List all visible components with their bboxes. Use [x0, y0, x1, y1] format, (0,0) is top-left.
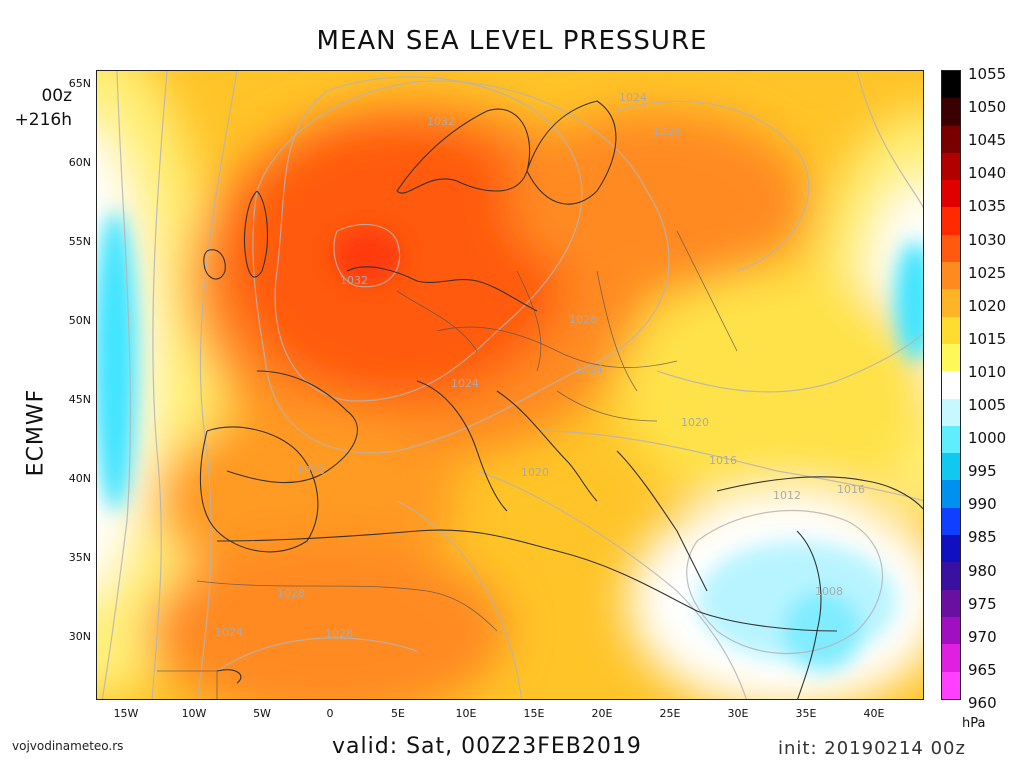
colorbar-swatch — [942, 98, 960, 126]
colorbar-swatch — [942, 535, 960, 563]
colorbar-swatch — [942, 425, 960, 454]
lon-label-35e: 35E — [795, 707, 817, 720]
colorbar-label: 1000 — [968, 429, 1007, 448]
isobar-label: 1024 — [619, 91, 647, 104]
colorbar-label: 1030 — [968, 230, 1007, 249]
isobar-label: 1024 — [451, 377, 479, 390]
isobar-label: 1028 — [569, 313, 597, 326]
colorbar-label: 1010 — [968, 362, 1007, 381]
isobar-label: 1016 — [837, 483, 865, 496]
colorbar-label: 1045 — [968, 131, 1007, 150]
colorbar-label: 1050 — [968, 98, 1007, 117]
colorbar-label: 1040 — [968, 164, 1007, 183]
isobar-lines — [101, 71, 923, 699]
lat-label-45n: 45N — [68, 393, 91, 406]
isobar-label: 1024 — [575, 363, 603, 376]
lon-label-15e: 15E — [523, 707, 545, 720]
colorbar-label: 1015 — [968, 329, 1007, 348]
colorbar-label: 965 — [968, 660, 997, 679]
model-label: ECMWF — [23, 388, 49, 477]
colorbar-label: 1055 — [968, 65, 1007, 83]
lon-label-25e: 25E — [659, 707, 681, 720]
coastlines — [199, 100, 923, 699]
colorbar-swatch — [942, 480, 960, 508]
valid-time: valid: Sat, 00Z23FEB2019 — [332, 734, 642, 759]
colorbar-label: 975 — [968, 594, 997, 613]
isobar-label: 1008 — [815, 585, 843, 598]
isobar-label: 1028 — [325, 627, 353, 640]
lon-label-20e: 20E — [591, 707, 613, 720]
lat-label-50n: 50N — [68, 314, 91, 327]
colorbar-label: 1005 — [968, 396, 1007, 414]
colorbar-swatch — [942, 343, 960, 372]
isobar-label: 1032 — [427, 115, 455, 128]
colorbar-swatch — [942, 644, 960, 672]
pressure-field — [97, 71, 923, 699]
lat-label-40n: 40N — [68, 472, 91, 485]
colorbar-swatch — [942, 671, 960, 699]
isobar-label: 1028 — [297, 464, 325, 477]
colorbar-label: 1020 — [968, 296, 1007, 315]
colorbar-label: 960 — [968, 693, 997, 712]
colorbar-label: 980 — [968, 561, 997, 580]
lon-label-10w: 10W — [181, 707, 207, 720]
colorbar-swatch — [942, 152, 960, 181]
lon-label-5w: 5W — [253, 707, 271, 720]
lon-label-40e: 40E — [863, 707, 885, 720]
run-hour: 00z — [41, 86, 72, 106]
isobar-label: 1028 — [653, 125, 681, 138]
colorbar-swatch — [942, 125, 960, 153]
lon-label-0: 0 — [326, 707, 334, 720]
colorbar-swatch — [942, 207, 960, 235]
isobar-label: 1016 — [709, 454, 737, 467]
isobar-label: 1028 — [277, 587, 305, 600]
colorbar-swatch — [942, 180, 960, 208]
lon-label-5e: 5E — [391, 707, 405, 720]
colorbar-label: 995 — [968, 462, 997, 481]
run-info: 00z +216h — [8, 84, 72, 132]
colorbar-swatch — [942, 262, 960, 290]
init-time: init: 20190214 00z — [778, 738, 966, 759]
colorbar-swatch — [942, 616, 960, 645]
lat-label-65n: 65N — [68, 77, 91, 90]
colorbar-swatch — [942, 71, 960, 99]
colorbar — [941, 70, 961, 700]
lon-label-10e: 10E — [455, 707, 477, 720]
colorbar-label: 1035 — [968, 197, 1007, 216]
colorbar-swatch — [942, 562, 960, 590]
colorbar-swatch — [942, 589, 960, 617]
run-lead: +216h — [14, 110, 72, 130]
colorbar-swatch — [942, 398, 960, 426]
colorbar-label: 990 — [968, 495, 997, 514]
lat-label-55n: 55N — [68, 235, 91, 248]
colorbar-swatch — [942, 453, 960, 481]
isobar-label: 1020 — [521, 466, 549, 479]
colorbar-swatch — [942, 234, 960, 263]
lat-label-35n: 35N — [68, 551, 91, 564]
lon-label-15w: 15W — [113, 707, 139, 720]
isobar-label: 1024 — [215, 626, 243, 639]
colorbar-swatch — [942, 316, 960, 344]
pressure-map: 1032 1032 1024 1028 1028 1024 1024 1028 … — [96, 70, 924, 700]
colorbar-label: 985 — [968, 528, 997, 547]
isobar-label: 1012 — [773, 489, 801, 502]
borders — [157, 230, 738, 699]
isobar-label: 1020 — [681, 416, 709, 429]
colorbar-swatch — [942, 289, 960, 317]
website-credit: vojvodinameteo.rs — [12, 739, 124, 753]
lon-label-30e: 30E — [727, 707, 749, 720]
unit-label: hPa — [962, 716, 986, 731]
lat-label-30n: 30N — [68, 630, 91, 643]
colorbar-swatch — [942, 507, 960, 536]
map-title: MEAN SEA LEVEL PRESSURE — [316, 26, 708, 56]
isobar-label: 1032 — [340, 274, 368, 287]
colorbar-label: 1025 — [968, 263, 1007, 282]
lat-label-60n: 60N — [68, 156, 91, 169]
colorbar-swatch — [942, 371, 960, 399]
colorbar-label: 970 — [968, 627, 997, 646]
